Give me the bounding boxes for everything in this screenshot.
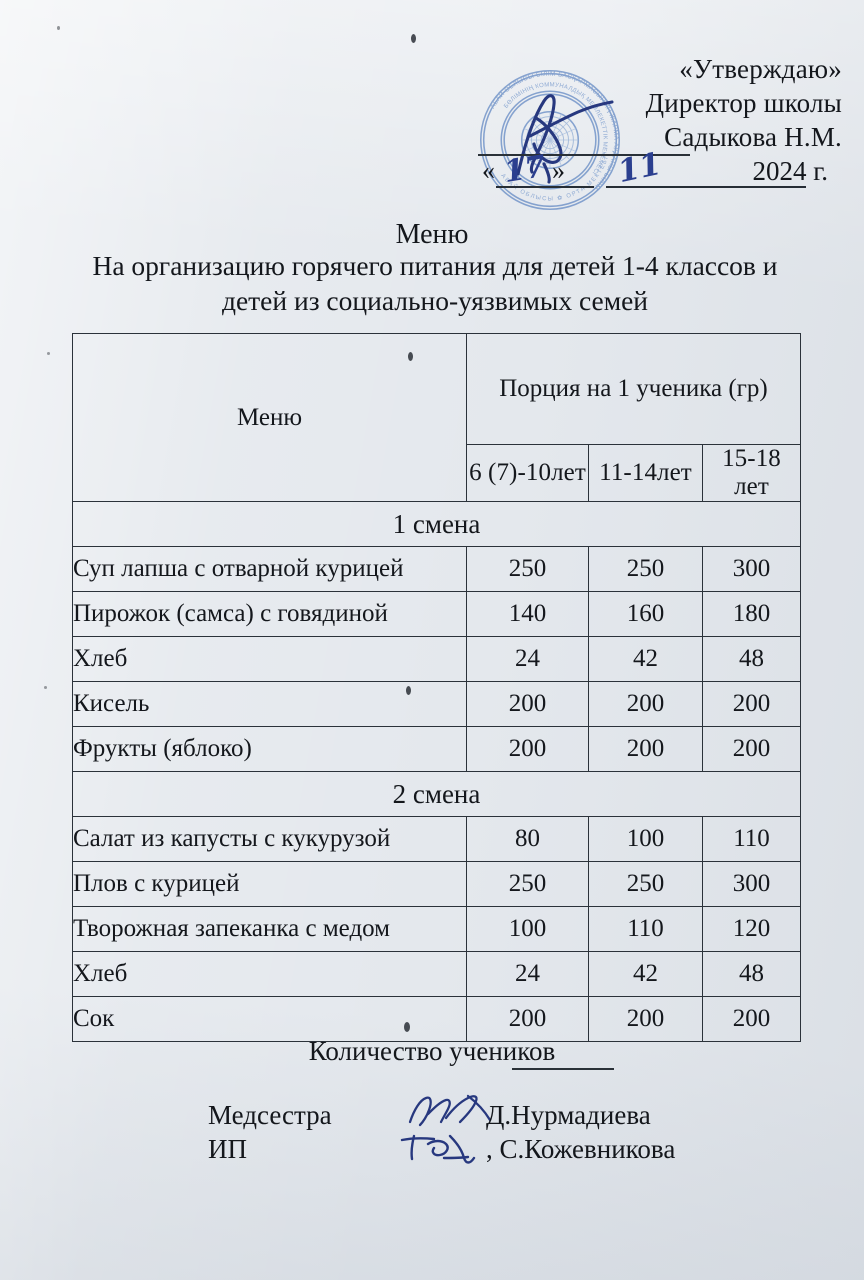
table-row: Салат из капусты с кукурузой 80 100 110 [72,816,801,862]
dish-qty-2: 120 [702,906,801,952]
dish-qty-1: 200 [588,726,703,772]
date-month-handwritten: 11 [614,145,665,191]
dish-qty-0: 80 [466,816,589,862]
date-line: « 17 » 11 2024 г. [478,146,830,194]
dish-name: Фрукты (яблоко) [72,726,467,772]
dish-name: Хлеб [72,951,467,997]
table-row: Пирожок (самса) с говядиной 140 160 180 [72,591,801,637]
table-header-row-ages: 6 (7)-10лет 11-14лет 15-18 лет [73,444,801,502]
dish-qty-1: 250 [588,861,703,907]
header-cell-menu: Меню [72,333,467,502]
header-cell-age-2: 15-18 лет [702,444,801,502]
header-cell-age-1: 11-14лет [588,444,703,502]
table-row: Сок 200 200 200 [72,996,801,1042]
dish-name: Плов с курицей [72,861,467,907]
signature-role: Медсестра [208,1100,332,1130]
menu-table: Меню Порция на 1 ученика (гр) 6 (7)-10ле… [72,333,801,1042]
dish-name: Хлеб [72,636,467,682]
dish-qty-1: 160 [588,591,703,637]
signature-row-ip: ИП , С.Кожевникова [208,1132,768,1166]
shift-header-row: 2 смена [72,771,801,817]
date-year: 2024 г. [752,156,828,186]
dish-name: Суп лапша с отварной курицей [72,546,467,592]
date-day-handwritten: 17 [501,148,549,191]
dish-qty-0: 24 [466,636,589,682]
dish-qty-1: 42 [588,636,703,682]
dish-qty-2: 300 [702,546,801,592]
scan-speck [57,26,60,30]
approval-word: «Утверждаю» [679,54,842,84]
dish-qty-1: 42 [588,951,703,997]
dish-qty-2: 48 [702,951,801,997]
date-rule-day [496,186,594,188]
dish-qty-0: 140 [466,591,589,637]
dish-qty-0: 200 [466,996,589,1042]
header-cell-portion: Порция на 1 ученика (гр) [466,333,801,445]
dish-qty-1: 250 [588,546,703,592]
student-count-rule [512,1068,614,1071]
date-quote-close: » [552,156,565,185]
signature-row-nurse: Медсестра Д.Нурмадиева [208,1094,768,1132]
dish-name: Творожная запеканка с медом [72,906,467,952]
date-rule-top [478,154,690,156]
dish-qty-2: 180 [702,591,801,637]
dish-qty-0: 250 [466,861,589,907]
menu-table-body: Меню Порция на 1 ученика (гр) 6 (7)-10ле… [72,333,801,1042]
signature-name: , С.Кожевникова [486,1134,676,1164]
student-count-label: Количество учеников [308,1036,556,1066]
dish-qty-1: 100 [588,816,703,862]
table-row: Суп лапша с отварной курицей 250 250 300 [72,546,801,592]
approval-block: «Утверждаю» Директор школы Садыкова Н.М. [592,52,842,154]
dish-qty-2: 110 [702,816,801,862]
table-row: Хлеб 24 42 48 [72,951,801,997]
shift-label-2: 2 смена [72,771,801,817]
header-cell-age-0: 6 (7)-10лет [466,444,589,502]
dish-qty-1: 110 [588,906,703,952]
scan-speck [44,686,47,689]
dish-qty-0: 100 [466,906,589,952]
page-subtitle: На организацию горячего питания для дете… [92,250,778,316]
dish-qty-1: 200 [588,681,703,727]
table-row: Кисель 200 200 200 [72,681,801,727]
dish-qty-2: 200 [702,681,801,727]
dish-qty-2: 48 [702,636,801,682]
signature-name: Д.Нурмадиева [486,1100,651,1130]
date-quote-open: « [482,156,495,185]
dish-qty-0: 200 [466,726,589,772]
signature-role: ИП [208,1134,247,1164]
dish-qty-2: 200 [702,726,801,772]
dish-qty-2: 300 [702,861,801,907]
ip-signature [398,1128,490,1168]
nurse-signature [406,1092,498,1132]
table-row: Творожная запеканка с медом 100 110 120 [72,906,801,952]
dish-name: Салат из капусты с кукурузой [72,816,467,862]
table-row: Фрукты (яблоко) 200 200 200 [72,726,801,772]
approval-position: Директор школы [645,88,842,118]
dish-qty-0: 24 [466,951,589,997]
dish-qty-0: 200 [466,681,589,727]
approval-name: Садыкова Н.М. [664,122,842,152]
page-title: Меню [395,219,469,250]
scan-speck [411,34,416,43]
date-rule-month [606,186,806,188]
dish-qty-0: 250 [466,546,589,592]
scan-speck [47,352,50,355]
dish-name: Пирожок (самса) с говядиной [72,591,467,637]
dish-qty-2: 200 [702,996,801,1042]
shift-header-row: 1 смена [72,501,801,547]
table-row: Плов с курицей 250 250 300 [72,861,801,907]
shift-label-1: 1 смена [72,501,801,547]
table-header-row-main: Меню Порция на 1 ученика (гр) [72,333,801,502]
dish-name: Кисель [72,681,467,727]
signature-block: Медсестра Д.Нурмадиева ИП [208,1094,768,1166]
dish-qty-1: 200 [588,996,703,1042]
dish-name: Сок [72,996,467,1042]
table-row: Хлеб 24 42 48 [72,636,801,682]
